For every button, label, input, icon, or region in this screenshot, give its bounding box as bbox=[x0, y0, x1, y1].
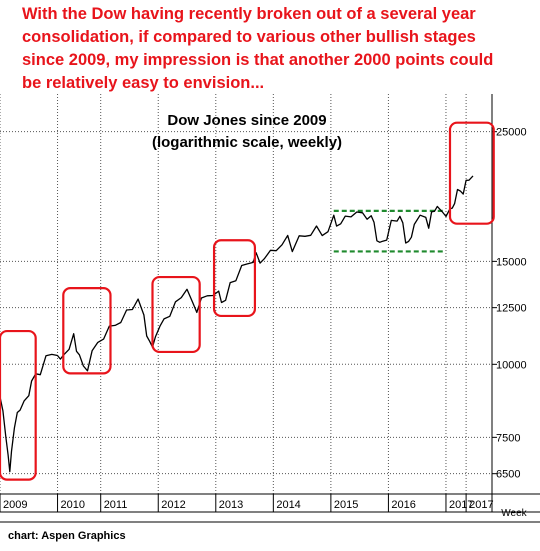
x-tick-label: 2011 bbox=[104, 499, 128, 511]
highlight-box bbox=[212, 239, 257, 318]
consolidation-band bbox=[333, 209, 444, 253]
y-tick-label: 7500 bbox=[496, 432, 520, 444]
highlight-box bbox=[62, 287, 112, 375]
highlight-boxes bbox=[0, 121, 495, 481]
highlight-box bbox=[0, 329, 37, 481]
x-tick-label: 2014 bbox=[276, 499, 300, 511]
chart-title: Dow Jones since 2009 bbox=[167, 112, 326, 129]
x-tick-label: 2017 bbox=[449, 499, 473, 511]
y-tick-label: 10000 bbox=[496, 359, 527, 371]
chart-subtitle: (logarithmic scale, weekly) bbox=[152, 134, 342, 151]
x-axis-unit-label: Week bbox=[501, 508, 527, 519]
x-tick-label: 2009 bbox=[3, 499, 27, 511]
x-tick-label: 2016 bbox=[391, 499, 415, 511]
y-tick-label: 6500 bbox=[496, 469, 520, 481]
y-axis-labels: 6500 7500 10000 12500 15000 25000 bbox=[496, 127, 527, 481]
headline-commentary: With the Dow having recently broken out … bbox=[22, 5, 494, 92]
x-tick-label: 2010 bbox=[61, 499, 85, 511]
highlight-box bbox=[448, 121, 495, 225]
y-tick-label: 15000 bbox=[496, 256, 527, 268]
x-tick-label: 2017 bbox=[469, 499, 493, 511]
x-tick-label: 2015 bbox=[334, 499, 358, 511]
x-tick-label: 2013 bbox=[219, 499, 243, 511]
y-tick-label: 12500 bbox=[496, 303, 527, 315]
plot-area bbox=[0, 94, 492, 494]
y-tick-label: 25000 bbox=[496, 127, 527, 139]
chart-credit: chart: Aspen Graphics bbox=[8, 530, 126, 542]
highlight-box bbox=[151, 275, 201, 354]
dow-price-series bbox=[0, 175, 474, 473]
x-tick-label: 2012 bbox=[161, 499, 185, 511]
grid-lines bbox=[0, 94, 497, 512]
